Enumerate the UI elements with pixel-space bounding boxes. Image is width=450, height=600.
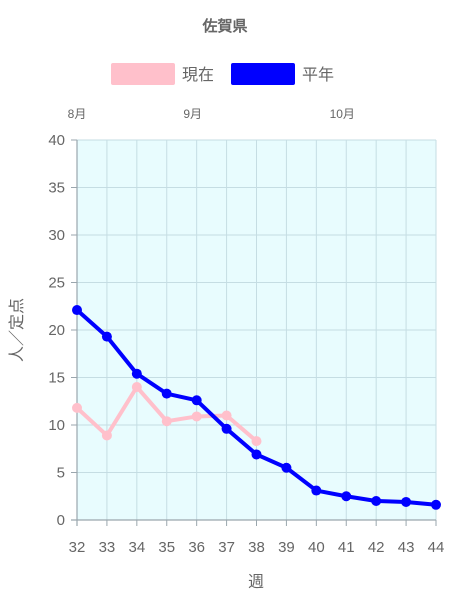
- y-tick-label: 25: [48, 275, 65, 292]
- x-tick-label: 38: [248, 539, 265, 556]
- y-tick-labels: 0 5 10 15 20 25 30 35 40: [48, 132, 77, 529]
- axes: [71, 140, 436, 526]
- x-tick-label: 41: [338, 539, 355, 556]
- legend-label: 現在: [182, 66, 214, 84]
- x-tick-label: 34: [128, 539, 145, 556]
- y-axis-label: 人／定点: [8, 298, 26, 362]
- data-point: [401, 496, 412, 507]
- data-point: [131, 368, 142, 379]
- x-axis-label: 週: [248, 573, 264, 591]
- x-tick-label: 43: [398, 539, 415, 556]
- data-point: [101, 430, 112, 441]
- y-tick-label: 30: [48, 227, 65, 244]
- data-point: [311, 485, 322, 496]
- month-label: 8月: [68, 107, 87, 121]
- data-point: [371, 496, 382, 506]
- legend-label: 平年: [302, 66, 334, 84]
- y-tick-label: 40: [48, 132, 65, 149]
- data-point: [131, 382, 142, 392]
- data-point: [221, 423, 232, 434]
- x-tick-label: 35: [158, 539, 175, 556]
- x-tick-label: 37: [218, 539, 235, 556]
- data-point: [161, 416, 172, 427]
- chart-title: 佐賀県: [201, 17, 247, 35]
- data-point: [281, 462, 292, 473]
- data-point: [191, 411, 202, 422]
- month-labels: 8月 9月 10月: [68, 107, 355, 121]
- y-tick-label: 5: [57, 465, 65, 482]
- data-point: [251, 436, 262, 447]
- data-point: [251, 449, 262, 460]
- data-point: [431, 499, 441, 510]
- x-tick-label: 44: [428, 539, 445, 556]
- month-label: 10月: [330, 107, 355, 121]
- y-tick-label: 0: [57, 512, 65, 529]
- x-tick-label: 36: [188, 539, 205, 556]
- series-layer: [72, 305, 441, 510]
- legend: 現在 平年: [111, 63, 334, 85]
- data-point: [101, 331, 112, 342]
- month-label: 9月: [183, 107, 202, 121]
- y-tick-label: 20: [48, 322, 65, 339]
- data-point: [161, 388, 172, 399]
- y-tick-label: 10: [48, 417, 65, 434]
- legend-swatch: [111, 63, 175, 85]
- x-tick-label: 42: [368, 539, 385, 556]
- y-tick-label: 15: [48, 370, 65, 387]
- legend-swatch: [231, 63, 295, 85]
- series-0: [72, 382, 262, 447]
- x-tick-label: 32: [69, 539, 86, 556]
- data-point: [72, 305, 82, 316]
- data-point: [191, 395, 202, 406]
- x-tick-label: 33: [99, 539, 116, 556]
- data-point: [221, 410, 232, 421]
- x-tick-labels: 32 33 34 35 36 37 38 39 40 41 42 43 44: [69, 520, 445, 556]
- y-tick-label: 35: [48, 180, 65, 197]
- data-point: [72, 402, 82, 413]
- data-point: [341, 491, 352, 502]
- x-tick-label: 40: [308, 539, 325, 556]
- x-tick-label: 39: [278, 539, 295, 556]
- series-1: [72, 305, 441, 510]
